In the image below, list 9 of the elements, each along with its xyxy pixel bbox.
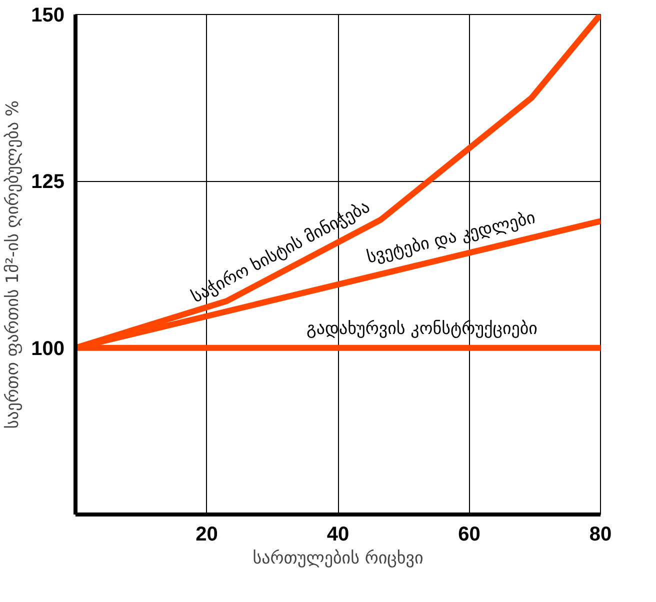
y-tick-label: 150 [31, 4, 65, 26]
x-tick-label: 80 [589, 524, 612, 546]
x-tick-label: 20 [196, 524, 218, 546]
y-tick-label: 125 [31, 171, 65, 194]
y-tick-label: 100 [31, 338, 65, 360]
x-axis-title: სართულების რიცხვი [252, 548, 424, 568]
x-tick-label: 60 [458, 524, 480, 546]
x-tick-label: 40 [326, 524, 350, 546]
y-axis-title: საერთო ფართის 1მ²-ის ღირებულება % [3, 100, 24, 429]
